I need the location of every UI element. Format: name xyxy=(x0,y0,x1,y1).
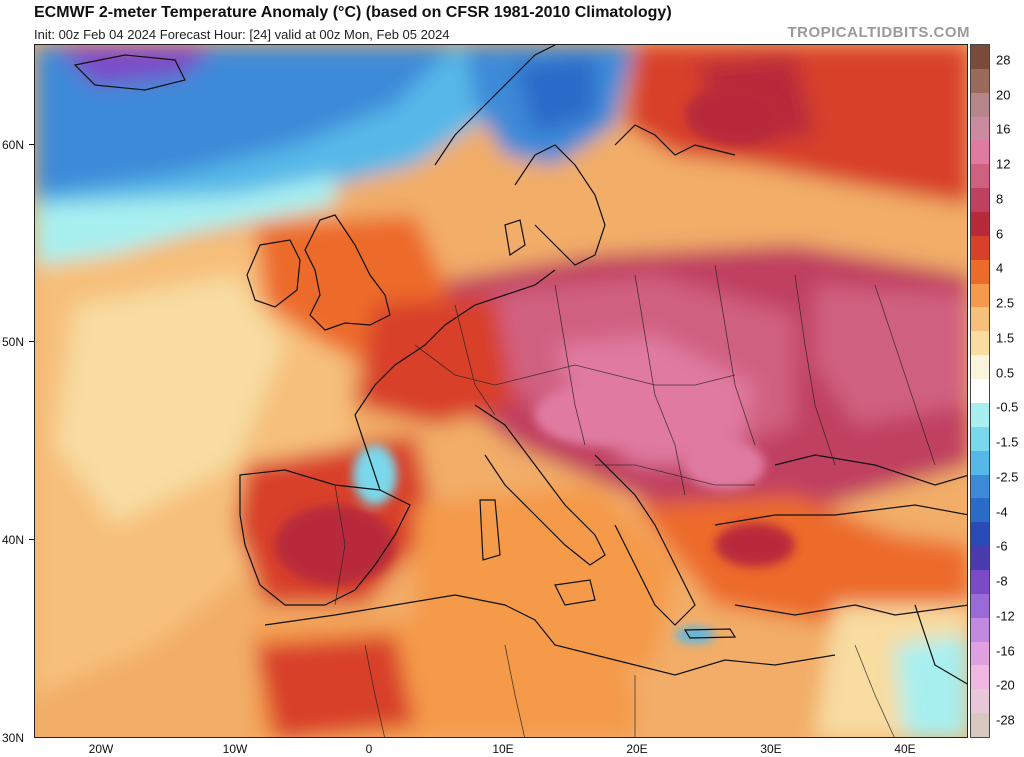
colorbar-segment xyxy=(971,355,989,380)
colorbar-segment xyxy=(971,569,989,595)
anomaly-field xyxy=(35,45,967,737)
anomaly-detail xyxy=(275,85,795,643)
lon-label-10e: 10E xyxy=(492,742,514,756)
lat-label-30n: 30N xyxy=(2,731,25,745)
lon-label-10w: 10W xyxy=(222,742,248,756)
colorbar-segment xyxy=(971,546,989,571)
colorbar-segment xyxy=(971,164,989,189)
colorbar-segment xyxy=(971,379,989,404)
lat-tick xyxy=(29,341,34,342)
colorbar-segment xyxy=(971,307,989,332)
colorbar-segment xyxy=(971,665,989,690)
colorbar-label: -8 xyxy=(996,573,1008,589)
colorbar-segment xyxy=(971,331,989,356)
colorbar-segment xyxy=(971,188,989,213)
colorbar-segment xyxy=(971,116,989,141)
borders xyxy=(334,264,936,737)
colorbar-segment xyxy=(971,617,989,643)
lat-label-60n: 60N xyxy=(2,138,25,152)
colorbar-label: 2.5 xyxy=(996,295,1015,311)
colorbar-label: 16 xyxy=(996,121,1011,137)
lon-label-30e: 30E xyxy=(760,742,782,756)
colorbar-label: 20 xyxy=(996,87,1011,103)
colorbar-segment xyxy=(971,68,989,94)
colorbar-segment xyxy=(971,259,989,285)
colorbar-label: -6 xyxy=(996,538,1008,554)
colorbar-segment xyxy=(971,450,989,475)
colorbar-label: 8 xyxy=(996,191,1004,207)
colorbar-label: -1.5 xyxy=(996,434,1019,450)
lon-label-20e: 20E xyxy=(626,742,648,756)
colorbar-label: -0.5 xyxy=(996,399,1019,415)
map-subtitle: Init: 00z Feb 04 2024 Forecast Hour: [24… xyxy=(34,27,450,42)
colorbar-segment xyxy=(971,235,989,261)
colorbar-label: -28 xyxy=(996,712,1015,728)
colorbar-segment xyxy=(971,212,989,237)
lat-label-40n: 40N xyxy=(2,533,25,547)
coastlines xyxy=(73,45,967,685)
credit-watermark: TROPICALTIDBITS.COM xyxy=(787,24,970,41)
map-canvas xyxy=(35,45,967,737)
colorbar xyxy=(970,44,990,738)
colorbar-label: 6 xyxy=(996,226,1004,242)
colorbar-segment xyxy=(971,522,989,547)
colorbar-label: 0.5 xyxy=(996,365,1015,381)
colorbar-label: -16 xyxy=(996,643,1015,659)
colorbar-segment xyxy=(971,593,989,619)
colorbar-segment xyxy=(971,92,989,118)
colorbar-segment xyxy=(971,140,989,165)
colorbar-label: 28 xyxy=(996,52,1011,68)
colorbar-label: 12 xyxy=(996,156,1011,172)
colorbar-segment xyxy=(971,474,989,499)
colorbar-label: -2.5 xyxy=(996,469,1019,485)
colorbar-label: -20 xyxy=(996,677,1015,693)
lat-tick xyxy=(29,539,34,540)
colorbar-label: -12 xyxy=(996,608,1015,624)
colorbar-segment xyxy=(971,45,989,70)
lat-tick xyxy=(29,144,34,145)
colorbar-segment xyxy=(971,498,989,523)
lon-label-20w: 20W xyxy=(88,742,114,756)
colorbar-label: 4 xyxy=(996,260,1004,276)
colorbar-segment xyxy=(971,426,989,452)
colorbar-segment xyxy=(971,641,989,666)
map-title: ECMWF 2-meter Temperature Anomaly (°C) (… xyxy=(34,4,672,21)
colorbar-segment xyxy=(971,283,989,308)
colorbar-segment xyxy=(971,402,989,428)
colorbar-label: -4 xyxy=(996,504,1008,520)
lon-label-40e: 40E xyxy=(894,742,916,756)
colorbar-segment xyxy=(971,689,989,714)
lat-label-50n: 50N xyxy=(2,335,25,349)
colorbar-segment xyxy=(971,713,989,738)
lon-label-0: 0 xyxy=(365,742,373,756)
colorbar-label: 1.5 xyxy=(996,330,1015,346)
anomaly-map[interactable] xyxy=(34,44,968,738)
